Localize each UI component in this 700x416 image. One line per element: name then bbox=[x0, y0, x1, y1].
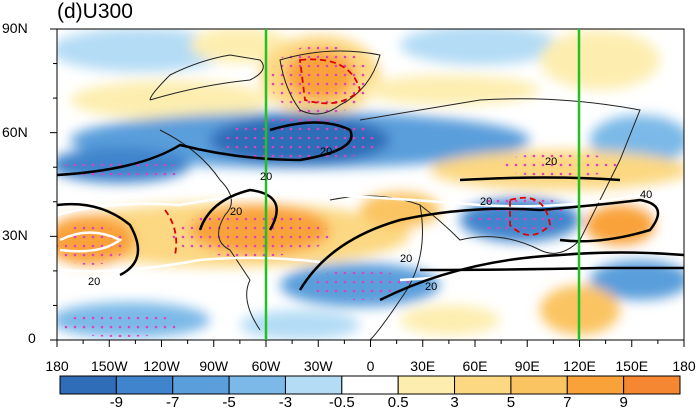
lon-label: 90W bbox=[199, 358, 229, 374]
black-contours bbox=[57, 121, 684, 302]
lon-label: 60W bbox=[251, 358, 281, 374]
colorbar-label: 7 bbox=[563, 394, 572, 411]
lon-label: 180 bbox=[45, 358, 69, 374]
contour-label: 20 bbox=[88, 276, 100, 288]
colorbar bbox=[59, 375, 681, 395]
lat-label: 0 bbox=[28, 330, 36, 346]
colorbar-label: -0.5 bbox=[328, 394, 355, 411]
colorbar-label: 9 bbox=[619, 394, 628, 411]
colorbar-box bbox=[228, 375, 286, 395]
colorbar-box bbox=[172, 375, 230, 395]
colorbar-label: -7 bbox=[166, 394, 180, 411]
contour-label: 20 bbox=[230, 206, 242, 218]
colorbar-label: -3 bbox=[278, 394, 293, 411]
coastlines bbox=[149, 50, 641, 340]
contour-label: 20 bbox=[400, 253, 412, 265]
lon-label: 180 bbox=[672, 358, 696, 374]
colorbar-label: 0.5 bbox=[387, 394, 409, 411]
colorbar-box bbox=[284, 375, 343, 395]
lat-label: 90N bbox=[2, 20, 28, 36]
colorbar-box bbox=[115, 375, 174, 395]
contour-label: 20 bbox=[425, 281, 437, 293]
colorbar-box bbox=[397, 375, 456, 395]
contour-label: 40 bbox=[640, 189, 652, 201]
lon-label: 60E bbox=[462, 358, 488, 374]
lon-label: 90E bbox=[514, 358, 540, 374]
lon-label: 30E bbox=[410, 358, 436, 374]
colorbar-box bbox=[623, 375, 681, 395]
lon-label: 150W bbox=[90, 358, 128, 374]
lon-label: 150E bbox=[615, 358, 649, 374]
lat-label: 30N bbox=[2, 227, 28, 243]
shaded-field bbox=[57, 29, 684, 340]
red-dashed-contours bbox=[164, 58, 551, 256]
figure-title: (d)U300 bbox=[57, 0, 133, 23]
colorbar-label: 3 bbox=[450, 394, 459, 411]
contour-label: 20 bbox=[545, 156, 557, 168]
colorbar-box bbox=[341, 375, 399, 395]
colorbar-label: -9 bbox=[109, 394, 124, 411]
colorbar-box bbox=[510, 375, 568, 395]
white-contours bbox=[57, 190, 684, 282]
axis-ticks bbox=[50, 28, 685, 347]
colorbar-label: 5 bbox=[506, 394, 516, 411]
contour-label: 20 bbox=[260, 171, 272, 183]
lat-label: 60N bbox=[2, 124, 28, 140]
contour-labels: 20 20 20 20 20 20 20 20 40 bbox=[88, 146, 652, 293]
contour-label: 20 bbox=[320, 146, 332, 158]
lon-label: 0 bbox=[366, 358, 375, 374]
colorbar-box bbox=[566, 375, 625, 395]
colorbar-label: -5 bbox=[222, 394, 236, 411]
lon-label: 120W bbox=[143, 358, 180, 374]
colorbar-box bbox=[454, 375, 512, 395]
contour-label: 20 bbox=[480, 196, 492, 208]
lon-label: 120E bbox=[563, 358, 596, 374]
colorbar-box bbox=[59, 375, 117, 395]
lon-label: 30W bbox=[303, 358, 333, 374]
